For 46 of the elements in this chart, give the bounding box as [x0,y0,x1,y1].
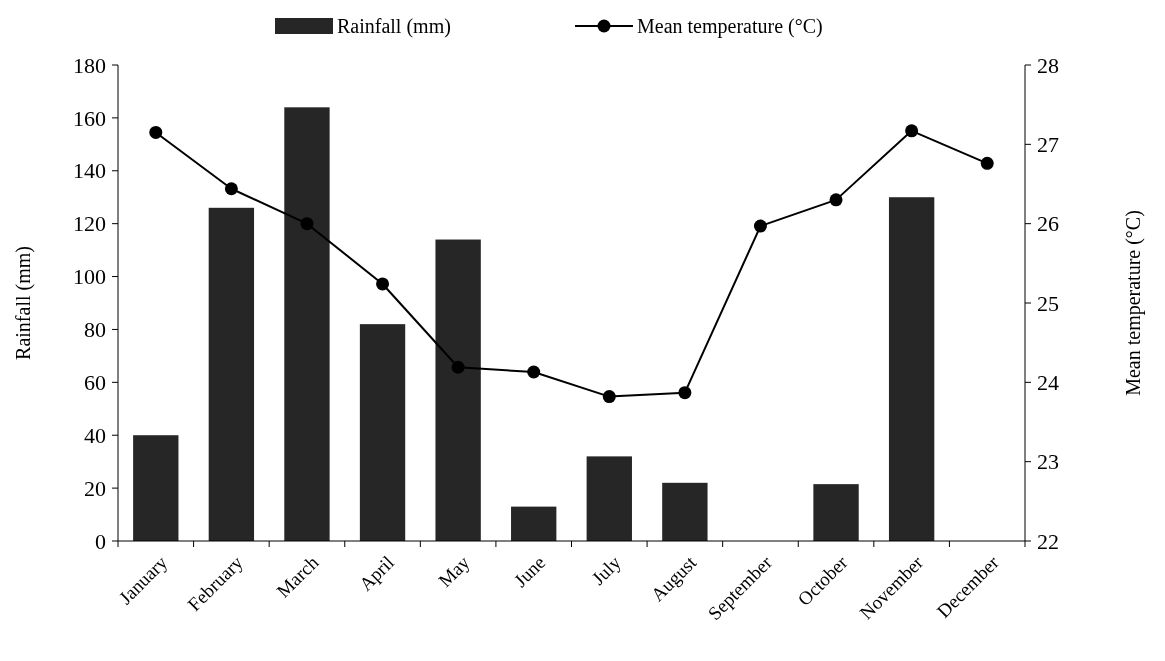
x-tick-label: May [434,551,475,592]
y2-tick-label: 25 [1037,290,1059,316]
y2-tick-label: 23 [1037,449,1059,475]
y-tick-label: 0 [95,528,106,554]
bar [586,456,632,541]
x-tick-label: June [509,551,550,592]
y-tick-label: 40 [84,422,106,448]
y2-tick-label: 26 [1037,211,1059,237]
y-tick-label: 120 [73,211,106,237]
legend-label: Rainfall (mm) [337,15,451,38]
y-tick-label: 140 [73,158,106,184]
point [224,182,238,196]
y-tick-label: 80 [84,317,106,343]
point [905,124,919,138]
y2-tick-label: 24 [1037,370,1059,396]
legend-label: Mean temperature (°C) [637,15,823,38]
point [753,219,767,233]
bar [511,506,557,541]
y-tick-label: 100 [73,264,106,290]
bar [208,207,255,541]
point [300,217,314,231]
point [829,193,843,207]
bar [813,484,859,541]
y2-tick-label: 28 [1037,52,1059,78]
y2-axis-title: Mean temperature (°C) [1122,210,1145,396]
point [678,386,692,400]
point [149,125,163,139]
y-tick-label: 60 [84,370,106,396]
y-axis-title: Rainfall (mm) [12,246,35,360]
point [980,156,994,170]
y2-tick-label: 22 [1037,528,1059,554]
bar [888,197,935,541]
bar [662,482,708,541]
point [376,277,390,291]
y2-tick-label: 27 [1037,132,1059,158]
bar [359,324,406,541]
y-tick-label: 160 [73,105,106,131]
x-tick-label: July [587,551,626,589]
bar [284,107,330,541]
point [602,390,616,404]
bar [133,435,179,541]
point [451,360,465,374]
y-tick-label: 180 [73,52,106,78]
y-tick-label: 20 [84,475,106,501]
bar [435,239,481,541]
point [527,365,541,379]
